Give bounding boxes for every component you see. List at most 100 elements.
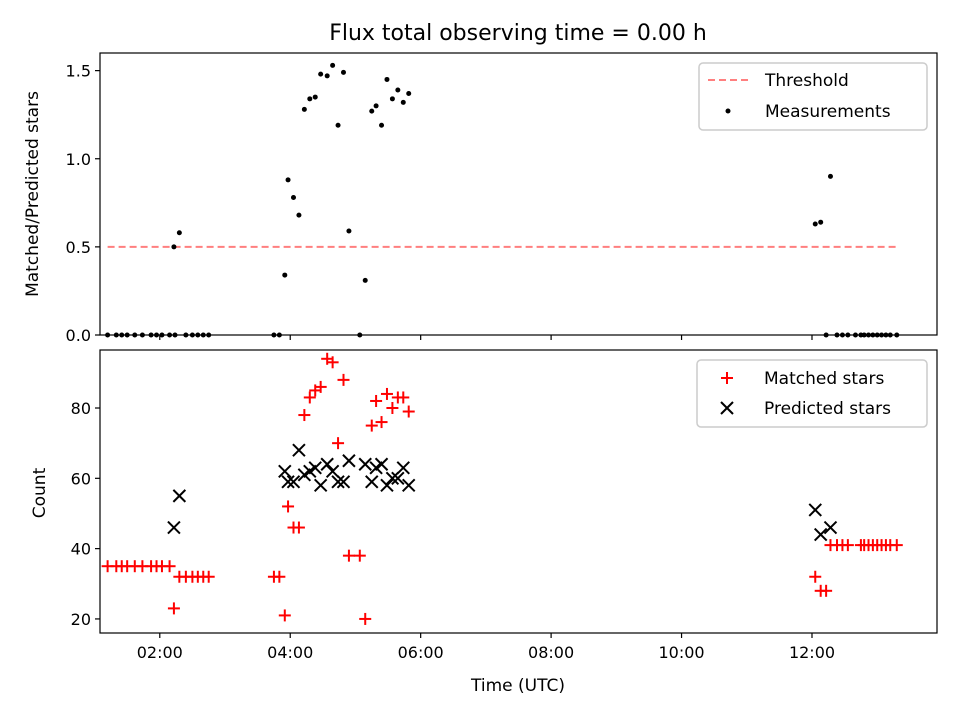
- measurement-point: [113, 332, 119, 338]
- measurement-point: [154, 332, 160, 338]
- legend-matched-label: Matched stars: [764, 369, 884, 389]
- measurement-point: [369, 108, 375, 114]
- measurement-point: [290, 195, 296, 201]
- bottom-y-axis-label: Count: [30, 467, 50, 518]
- measurement-point: [206, 332, 212, 338]
- legend-predicted-swatch: [720, 401, 734, 415]
- predicted-star-point: [286, 475, 301, 489]
- predicted-star-point: [823, 520, 838, 535]
- legend-predicted-label: Predicted stars: [764, 399, 891, 419]
- matched-star-point: [278, 609, 291, 622]
- predicted-star-point: [278, 464, 292, 478]
- measurement-point: [823, 332, 829, 338]
- measurement-point: [384, 76, 390, 82]
- matched-star-point: [303, 391, 316, 404]
- measurement-point: [812, 221, 818, 227]
- measurement-point: [296, 212, 302, 218]
- matched-star-point: [314, 380, 327, 393]
- measurement-point: [389, 96, 395, 102]
- measurement-point: [119, 332, 125, 338]
- top-axes-frame: [99, 52, 938, 336]
- x-tick-label: 12:00: [789, 643, 835, 662]
- measurement-point: [834, 332, 840, 338]
- matched-star-point: [370, 394, 383, 407]
- x-axis-label: Time (UTC): [470, 676, 565, 696]
- predicted-star-point: [365, 475, 379, 489]
- matched-star-point: [202, 570, 215, 583]
- measurement-point: [362, 277, 368, 283]
- bottom-legend: Matched stars Predicted stars: [696, 359, 928, 428]
- x-tick-label: 10:00: [658, 643, 704, 662]
- matched-star-point: [359, 612, 372, 625]
- legend-measurements-swatch: [725, 108, 731, 114]
- measurement-point: [276, 332, 282, 338]
- measurement-point: [132, 332, 138, 338]
- matched-star-point: [820, 584, 833, 597]
- measurement-point: [400, 99, 406, 105]
- matched-star-point: [163, 560, 176, 573]
- matched-star-point: [332, 437, 345, 450]
- x-tick-label: 04:00: [267, 643, 313, 662]
- predicted-star-point: [313, 478, 328, 493]
- matched-star-point: [890, 539, 903, 552]
- measurement-point: [887, 332, 893, 338]
- predicted-star-point: [358, 457, 372, 471]
- measurement-point: [176, 230, 182, 236]
- top-y-tick-label: 1.0: [66, 150, 91, 169]
- predicted-star-point: [396, 461, 410, 475]
- measurement-point: [861, 332, 867, 338]
- predicted-star-point: [808, 503, 822, 517]
- measurement-point: [870, 332, 876, 338]
- top-legend-box: [698, 62, 928, 131]
- top-legend: Threshold Measurements: [698, 62, 928, 131]
- measurement-point: [894, 332, 900, 338]
- measurement-point: [879, 332, 885, 338]
- measurement-point: [839, 332, 845, 338]
- bottom-y-tick-label: 60: [71, 469, 91, 488]
- measurement-point: [818, 219, 824, 225]
- top-y-tick-label: 0.0: [66, 326, 91, 345]
- predicted-star-point: [385, 471, 400, 486]
- top-y-tick-label: 0.5: [66, 238, 91, 257]
- measurement-point: [330, 62, 336, 68]
- matched-star-point: [298, 409, 311, 422]
- predicted-star-point: [320, 457, 334, 471]
- measurement-point: [395, 87, 401, 93]
- legend-matched-swatch: [721, 372, 733, 384]
- measurement-point: [285, 177, 291, 183]
- predicted-star-point: [331, 475, 345, 489]
- legend-threshold-label: Threshold: [764, 71, 849, 91]
- measurement-point: [335, 122, 341, 128]
- predicted-star-point: [374, 457, 389, 471]
- measurement-point: [139, 332, 145, 338]
- measurement-point: [159, 332, 165, 338]
- bottom-axes-frame: [99, 349, 938, 634]
- matched-star-point: [809, 570, 822, 583]
- matched-star-point: [375, 416, 388, 429]
- measurement-point: [171, 244, 177, 250]
- predicted-star-point: [172, 489, 187, 503]
- measurement-point: [318, 71, 324, 77]
- top-panel-plot: 0.0 0.5 1.0 1.5: [66, 52, 938, 345]
- predicted-star-point: [308, 461, 322, 475]
- measurement-point: [324, 73, 330, 79]
- x-tick-label: 06:00: [398, 643, 444, 662]
- matched-star-point: [337, 373, 350, 386]
- measurement-point: [866, 332, 872, 338]
- measurement-point: [406, 91, 412, 97]
- measurement-point: [874, 332, 880, 338]
- matched-star-point: [353, 549, 366, 562]
- measurement-point: [282, 272, 288, 278]
- predicted-star-point: [167, 520, 181, 535]
- measurement-point: [271, 332, 277, 338]
- x-tick-label: 08:00: [528, 643, 574, 662]
- measurement-point: [346, 228, 352, 234]
- measurement-point: [183, 332, 189, 338]
- matched-star-point: [365, 419, 378, 432]
- measurement-point: [340, 69, 346, 75]
- x-tick-label: 02:00: [137, 643, 183, 662]
- measurement-point: [172, 332, 178, 338]
- predicted-star-point: [281, 475, 295, 489]
- predicted-star-point: [391, 471, 405, 486]
